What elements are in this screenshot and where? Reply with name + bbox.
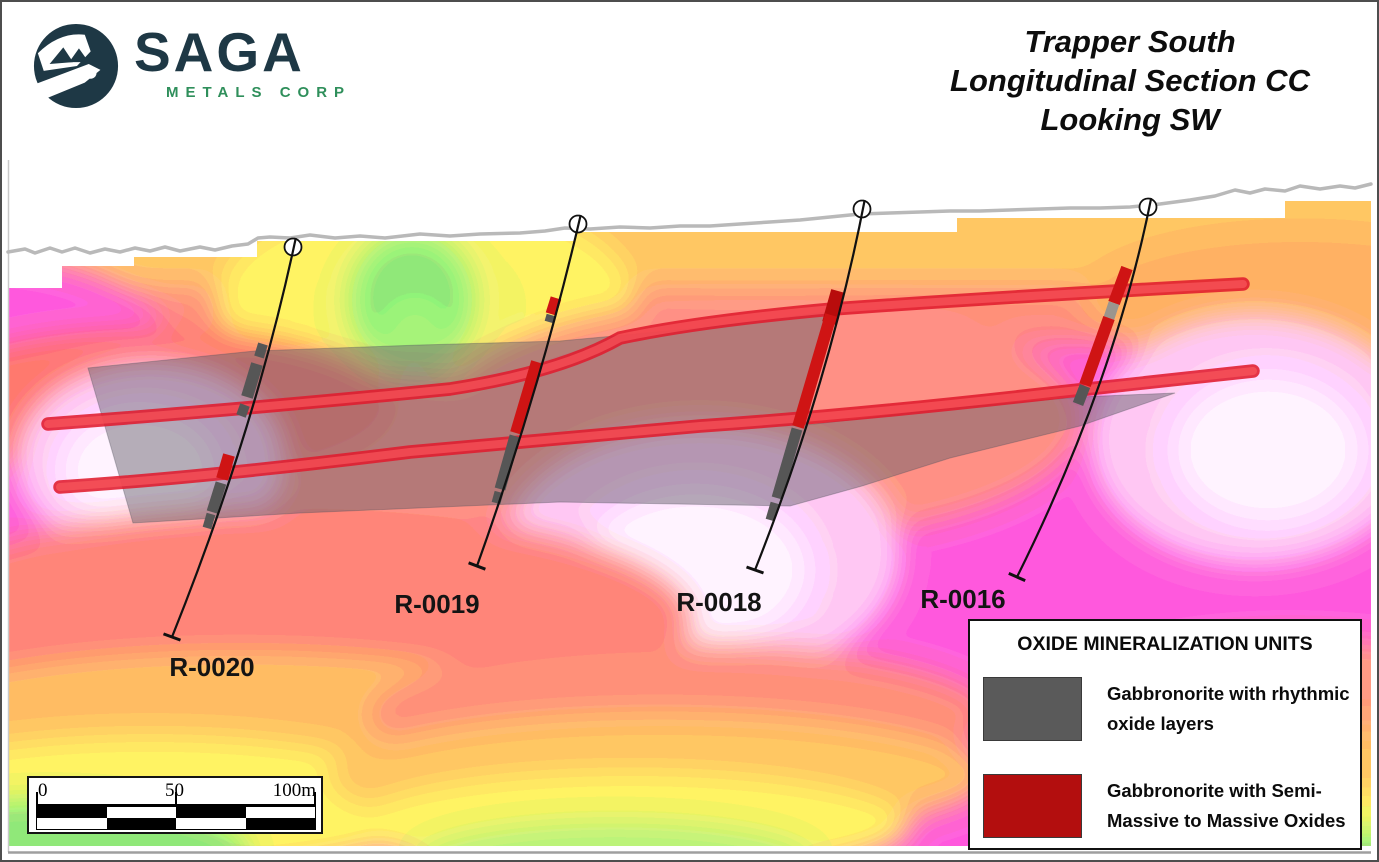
interval-boxes (202, 342, 268, 530)
scale-tickmark-50 (175, 792, 177, 805)
drillhole-label: R-0016 (920, 584, 1005, 614)
end-of-hole-tick (468, 561, 486, 571)
end-of-hole-tick (162, 632, 182, 642)
interval-boxes (491, 296, 562, 505)
title-line-2: Longitudinal Section CC (950, 63, 1310, 98)
drillhole-trace (475, 214, 582, 567)
legend-box: OXIDE MINERALIZATION UNITS Gabbronorite … (968, 619, 1362, 850)
legend-title: OXIDE MINERALIZATION UNITS (1017, 633, 1313, 655)
scale-tick-0: 0 (38, 780, 48, 801)
company-logo: SAGA METALS CORP (32, 22, 351, 110)
legend-item-rhythmic: Gabbronorite with rhythmic oxide layers (983, 677, 1360, 741)
legend-item-massive: Gabbronorite with Semi-Massive to Massiv… (983, 774, 1360, 838)
scale-tick-50: 50 (165, 780, 184, 801)
drillhole-label: R-0019 (394, 589, 479, 619)
saga-logo-icon (33, 23, 119, 109)
scale-checker-bar (36, 806, 316, 830)
scale-tick-100: 100m (272, 780, 316, 801)
oxide-tube-upper (41, 277, 1250, 431)
scale-baseline (36, 804, 316, 806)
scale-bar: 0 50 100m (27, 776, 323, 834)
title-line-1: Trapper South (1024, 24, 1236, 59)
legend-label-massive: Gabbronorite with Semi-Massive to Massiv… (1107, 780, 1346, 831)
title-line-3: Looking SW (1040, 102, 1220, 137)
drillhole-R-0018: R-0018 (676, 199, 872, 617)
legend-label-rhythmic: Gabbronorite with rhythmic oxide layers (1107, 683, 1350, 734)
brand-subtitle: METALS CORP (166, 84, 352, 101)
interval-boxes (765, 289, 845, 522)
drillhole-R-0019: R-0019 (394, 214, 588, 619)
scale-tickmark-0 (36, 792, 38, 805)
drillhole-R-0016: R-0016 (920, 197, 1158, 614)
drillhole-R-0020: R-0020 (162, 237, 303, 682)
drillhole-label: R-0020 (169, 652, 254, 682)
legend-swatch-rhythmic (983, 677, 1082, 741)
drillhole-trace (170, 237, 297, 638)
drillhole-label: R-0018 (676, 587, 761, 617)
drillhole-trace (1016, 197, 1153, 578)
interval-boxes (1072, 265, 1133, 406)
topography-line (6, 182, 1373, 255)
end-of-hole-tick (746, 565, 764, 575)
brand-name: SAGA (134, 21, 305, 83)
end-of-hole-tick (1008, 572, 1026, 582)
scale-tickmark-100 (314, 792, 316, 805)
section-title: Trapper South Longitudinal Section CC Lo… (880, 22, 1379, 139)
legend-swatch-massive (983, 774, 1082, 838)
drillhole-trace (753, 199, 866, 571)
